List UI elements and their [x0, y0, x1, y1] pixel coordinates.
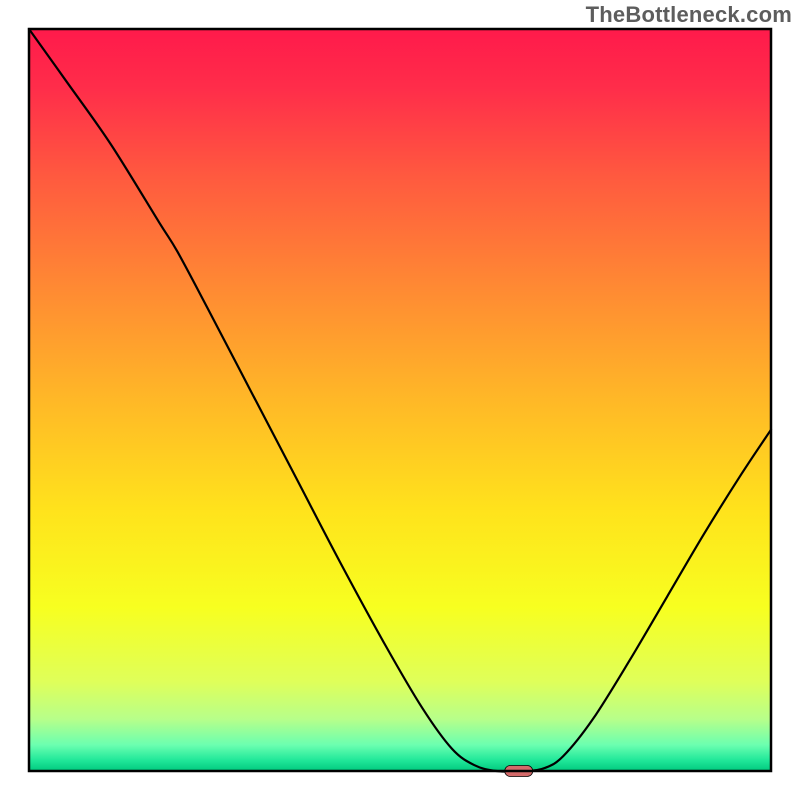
- gradient-background: [29, 29, 771, 771]
- chart-wrap: [0, 0, 800, 800]
- bottleneck-chart: [0, 0, 800, 800]
- chart-container: TheBottleneck.com: [0, 0, 800, 800]
